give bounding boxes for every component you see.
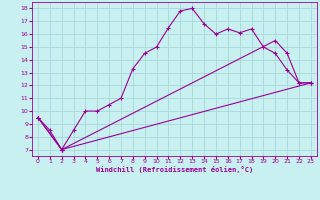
X-axis label: Windchill (Refroidissement éolien,°C): Windchill (Refroidissement éolien,°C) — [96, 166, 253, 173]
